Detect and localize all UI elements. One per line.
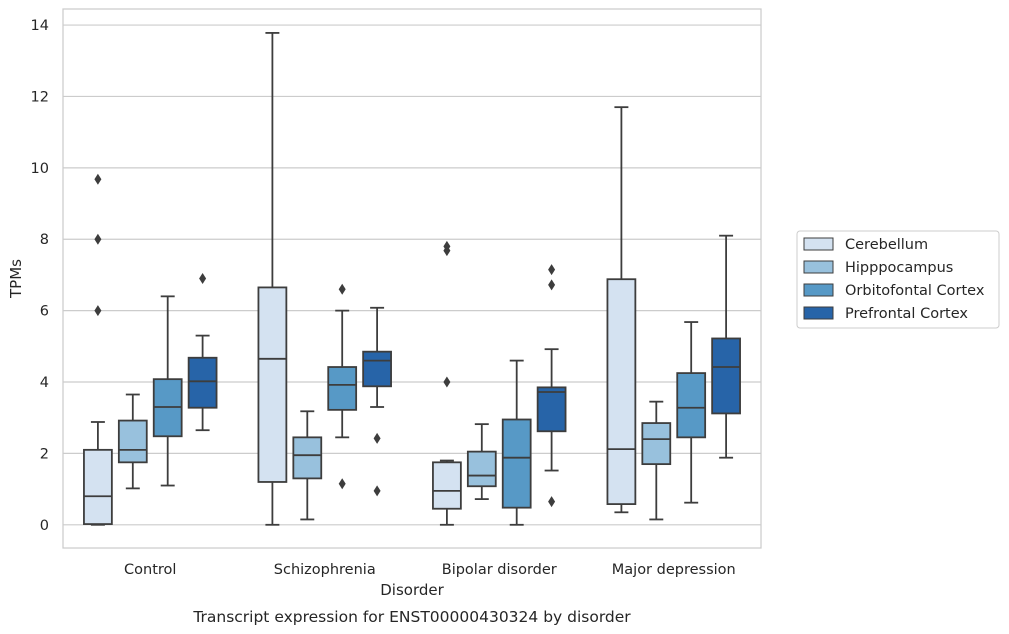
outlier-point bbox=[548, 279, 556, 291]
box-3-0 bbox=[606, 106, 637, 514]
category-group bbox=[432, 240, 567, 526]
y-axis-label: TPMs bbox=[7, 259, 25, 299]
y-tick-label: 8 bbox=[40, 232, 49, 248]
box-body bbox=[83, 448, 113, 525]
box-body bbox=[362, 350, 392, 388]
box-body bbox=[257, 286, 288, 483]
outlier-point bbox=[443, 376, 451, 388]
box-0-0 bbox=[83, 173, 113, 526]
legend-item: Prefrontal Cortex bbox=[803, 306, 968, 322]
box-2-1 bbox=[466, 423, 497, 500]
legend-swatch bbox=[803, 237, 834, 251]
outlier-point bbox=[338, 283, 346, 295]
outlier-point bbox=[338, 478, 346, 490]
box-2-2 bbox=[501, 359, 532, 526]
box-body bbox=[501, 418, 532, 509]
y-tick-label: 0 bbox=[40, 518, 49, 534]
y-tick-label: 4 bbox=[40, 375, 49, 391]
x-tick-label: Control bbox=[124, 562, 176, 578]
box-0-3 bbox=[187, 273, 218, 432]
y-tick-label: 6 bbox=[40, 304, 49, 320]
box-0-1 bbox=[117, 393, 148, 490]
box-body bbox=[641, 422, 672, 466]
box-0-2 bbox=[152, 295, 183, 487]
legend-swatch bbox=[803, 306, 834, 320]
box-body bbox=[676, 372, 707, 439]
legend-item: Orbitofontal Cortex bbox=[803, 283, 985, 299]
legend-label: Prefrontal Cortex bbox=[845, 306, 968, 322]
outlier-point bbox=[94, 233, 102, 245]
outlier-point bbox=[443, 240, 451, 252]
category-group bbox=[257, 32, 392, 526]
box-1-3 bbox=[362, 306, 392, 497]
box-2-0 bbox=[432, 240, 462, 526]
y-tick-label: 12 bbox=[31, 89, 49, 105]
x-tick-label: Schizophrenia bbox=[274, 562, 376, 578]
box-groups bbox=[83, 32, 741, 526]
outlier-point bbox=[548, 264, 556, 276]
plot-frame bbox=[62, 8, 762, 549]
x-tick-label: Major depression bbox=[612, 562, 736, 578]
box-body bbox=[536, 386, 567, 433]
box-body bbox=[432, 461, 462, 510]
box-body bbox=[292, 436, 323, 480]
y-tick-label: 10 bbox=[31, 161, 49, 177]
category-group bbox=[83, 173, 218, 526]
legend: Cerebellum Hipppocampus Orbitofontal Corte… bbox=[796, 230, 1000, 329]
box-body bbox=[327, 366, 358, 411]
outlier-point bbox=[94, 305, 102, 317]
box-3-1 bbox=[641, 400, 672, 521]
box-body bbox=[711, 337, 741, 415]
outlier-point bbox=[373, 485, 381, 497]
outlier-point bbox=[94, 173, 102, 185]
x-axis-label: Disorder bbox=[380, 581, 444, 599]
legend-frame bbox=[796, 230, 1000, 329]
box-1-2 bbox=[327, 283, 358, 490]
y-tick-labels: 0 2 4 6 8 10 12 14 bbox=[31, 18, 49, 534]
y-tick-label: 2 bbox=[40, 446, 49, 462]
outlier-point bbox=[373, 432, 381, 444]
chart-caption: Transcript expression for ENST0000043032… bbox=[192, 608, 631, 626]
legend-item: Cerebellum bbox=[803, 237, 928, 253]
legend-swatch bbox=[803, 283, 834, 297]
box-3-3 bbox=[711, 234, 741, 459]
box-1-1 bbox=[292, 410, 323, 521]
legend-swatch bbox=[803, 260, 834, 274]
legend-item: Hipppocampus bbox=[803, 260, 953, 276]
legend-label: Orbitofontal Cortex bbox=[845, 283, 985, 299]
box-body bbox=[606, 278, 637, 505]
y-tick-label: 14 bbox=[31, 18, 49, 34]
x-tick-label: Bipolar disorder bbox=[442, 562, 557, 578]
box-1-0 bbox=[257, 32, 288, 526]
category-group bbox=[606, 106, 741, 521]
outlier-point bbox=[199, 273, 207, 284]
legend-label: Cerebellum bbox=[845, 237, 928, 253]
box-2-3 bbox=[536, 264, 567, 508]
box-3-2 bbox=[676, 321, 707, 504]
box-body bbox=[466, 450, 497, 488]
box-body bbox=[117, 419, 148, 464]
x-tick-labels: Control Schizophrenia Bipolar disorder Majo… bbox=[124, 562, 736, 578]
legend-label: Hipppocampus bbox=[845, 260, 953, 276]
outlier-point bbox=[548, 496, 556, 508]
box-body bbox=[187, 356, 218, 409]
